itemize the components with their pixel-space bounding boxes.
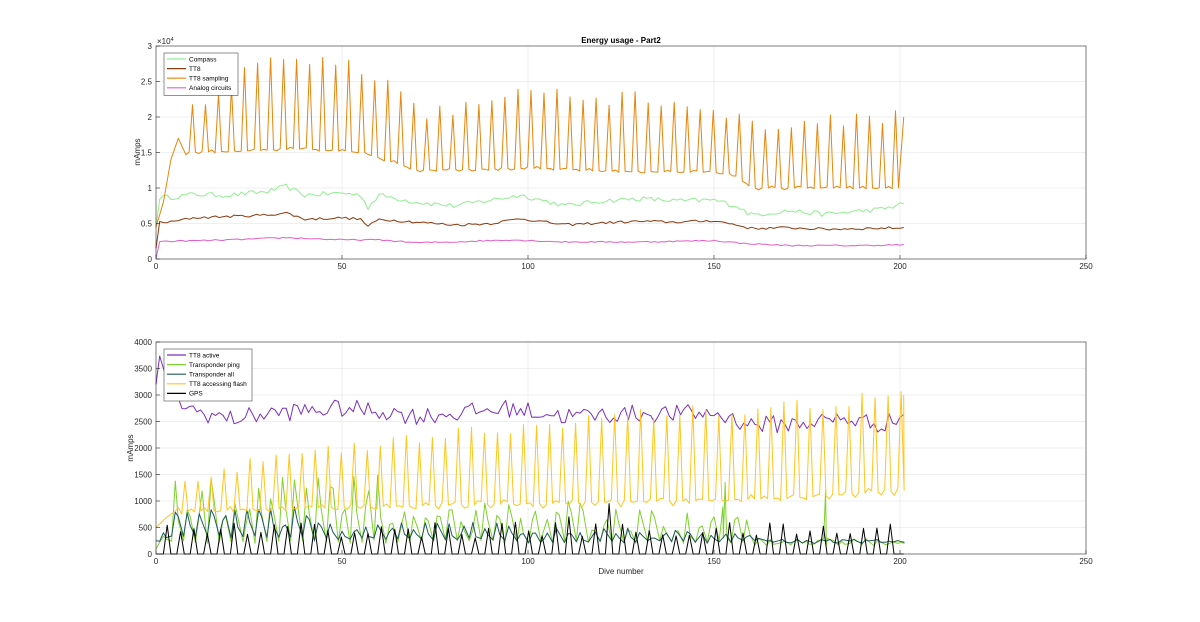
top-chart-title: Energy usage - Part2 [581,36,661,45]
bottom-chart-ytick-label: 500 [139,524,153,533]
bottom-chart-ticks: 0 50 100 150 200 2500500100015002000250030003… [134,338,1093,566]
bottom-chart-legend-label: GPS [189,391,203,398]
top-chart-xtick-label: 100 [521,262,535,271]
bottom-chart-ytick-label: 4000 [134,338,152,347]
bottom-chart-ytick-label: 2000 [134,444,152,453]
top-chart-xtick-label: 150 [707,262,721,271]
top-chart-xtick-label: 50 [338,262,347,271]
bottom-chart-ytick-label: 1500 [134,471,152,480]
top-chart-xtick-label: 0 [154,262,159,271]
top-chart-legend-label: TT8 sampling [189,76,229,83]
top-chart-ytick-label: 1.5 [141,149,153,158]
bottom-chart-xtick-label: 100 [521,557,535,566]
series-line-analog-circuits [155,237,904,259]
bottom-chart-ylabel: mAmps [126,434,135,461]
top-chart-ytick-label: 3 [148,42,153,51]
bottom-chart-legend-label: TT8 accessing flash [189,381,247,388]
series-line-transponder-all [155,506,905,544]
bottom-chart-xtick-label: 0 [154,557,159,566]
top-chart-ytick-label: 1 [148,184,153,193]
series-line-tt8-sampling [155,57,905,228]
top-chart-ytick-label: 0 [148,255,153,264]
bottom-chart-xtick-label: 150 [707,557,721,566]
top-chart-legend-label: Compass [189,56,217,63]
series-line-tt8 [155,211,904,249]
bottom-chart-legend-box [163,348,253,402]
bottom-chart-xtick-label: 250 [1079,557,1093,566]
top-chart-xtick-label: 200 [893,262,907,271]
top-chart-series [155,57,905,259]
top-chart-grid [156,46,1086,259]
bottom-chart-ytick-label: 1000 [134,497,152,506]
bottom-chart-grid [156,342,1086,554]
energy-chart-top: 0 50 100 150 200 250 0 0.5 1 1.5 2 2.5 3 Energy usag… [133,36,1093,271]
bottom-chart-legend-label: Transponder all [189,372,234,379]
series-line-transponder-ping [155,474,905,549]
top-chart-ticks: 0 50 100 150 200 250 0 0.5 1 1.5 2 2.5 3 [141,42,1093,271]
top-chart-legend-label: TT8 [189,66,201,73]
bottom-chart-ytick-label: 0 [148,550,153,559]
bottom-chart-legend-label: Transponder ping [189,362,240,369]
bottom-chart-series [155,355,905,555]
bottom-chart-ytick-label: 2500 [134,418,152,427]
bottom-chart-xlabel: Dive number [598,567,644,576]
top-chart-ytick-label: 2 [148,113,153,122]
top-chart-xtick-label: 250 [1079,262,1093,271]
top-chart-legend-label: Analog circuits [189,85,232,92]
top-chart-ytick-label: 2.5 [141,78,153,87]
series-line-tt8-active [155,355,904,434]
top-chart-exponent: ×104 [157,37,174,46]
series-line-compass [155,183,904,228]
bottom-chart-xtick-label: 200 [893,557,907,566]
bottom-chart-ytick-label: 3500 [134,365,152,374]
bottom-chart-legend-label: TT8 active [189,352,220,359]
bottom-chart-xtick-label: 50 [338,557,347,566]
series-line-tt8-accessing-flash [155,391,905,528]
bottom-chart-ytick-label: 3000 [134,391,152,400]
top-chart-ylabel: mAmps [133,138,142,165]
top-chart-legend: Compass TT8 TT8 sampling Analog circuits [163,52,239,96]
top-chart-ytick-label: 0.5 [141,220,153,229]
energy-chart-bottom: 0 50 100 150 200 2500500100015002000250030003… [126,338,1093,576]
bottom-chart-legend: TT8 active Transponder ping Transponder al… [163,348,253,402]
